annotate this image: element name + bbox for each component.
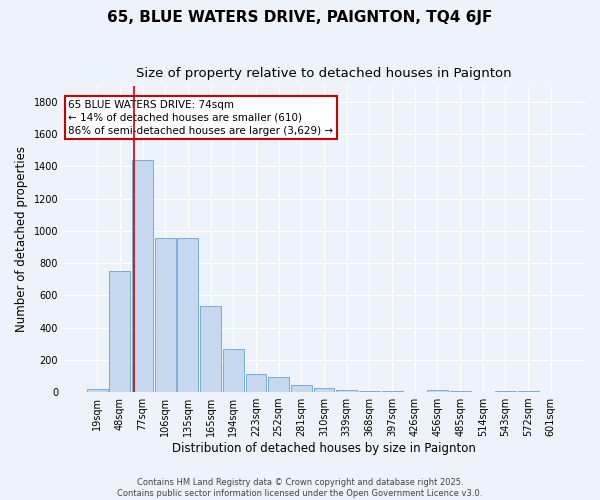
Bar xyxy=(109,271,130,392)
Y-axis label: Number of detached properties: Number of detached properties xyxy=(15,146,28,332)
Text: 65 BLUE WATERS DRIVE: 74sqm
← 14% of detached houses are smaller (610)
86% of se: 65 BLUE WATERS DRIVE: 74sqm ← 14% of det… xyxy=(68,100,334,136)
Bar xyxy=(178,238,199,392)
Bar xyxy=(336,390,357,392)
Bar xyxy=(291,385,312,392)
Bar xyxy=(245,374,266,392)
Text: Contains HM Land Registry data © Crown copyright and database right 2025.
Contai: Contains HM Land Registry data © Crown c… xyxy=(118,478,482,498)
Text: 65, BLUE WATERS DRIVE, PAIGNTON, TQ4 6JF: 65, BLUE WATERS DRIVE, PAIGNTON, TQ4 6JF xyxy=(107,10,493,25)
Bar xyxy=(268,377,289,392)
Bar xyxy=(87,389,107,392)
X-axis label: Distribution of detached houses by size in Paignton: Distribution of detached houses by size … xyxy=(172,442,476,455)
Bar xyxy=(155,238,176,392)
Bar xyxy=(200,306,221,392)
Bar xyxy=(427,390,448,392)
Title: Size of property relative to detached houses in Paignton: Size of property relative to detached ho… xyxy=(136,68,512,80)
Bar xyxy=(132,160,153,392)
Bar xyxy=(314,388,334,392)
Bar xyxy=(223,350,244,392)
